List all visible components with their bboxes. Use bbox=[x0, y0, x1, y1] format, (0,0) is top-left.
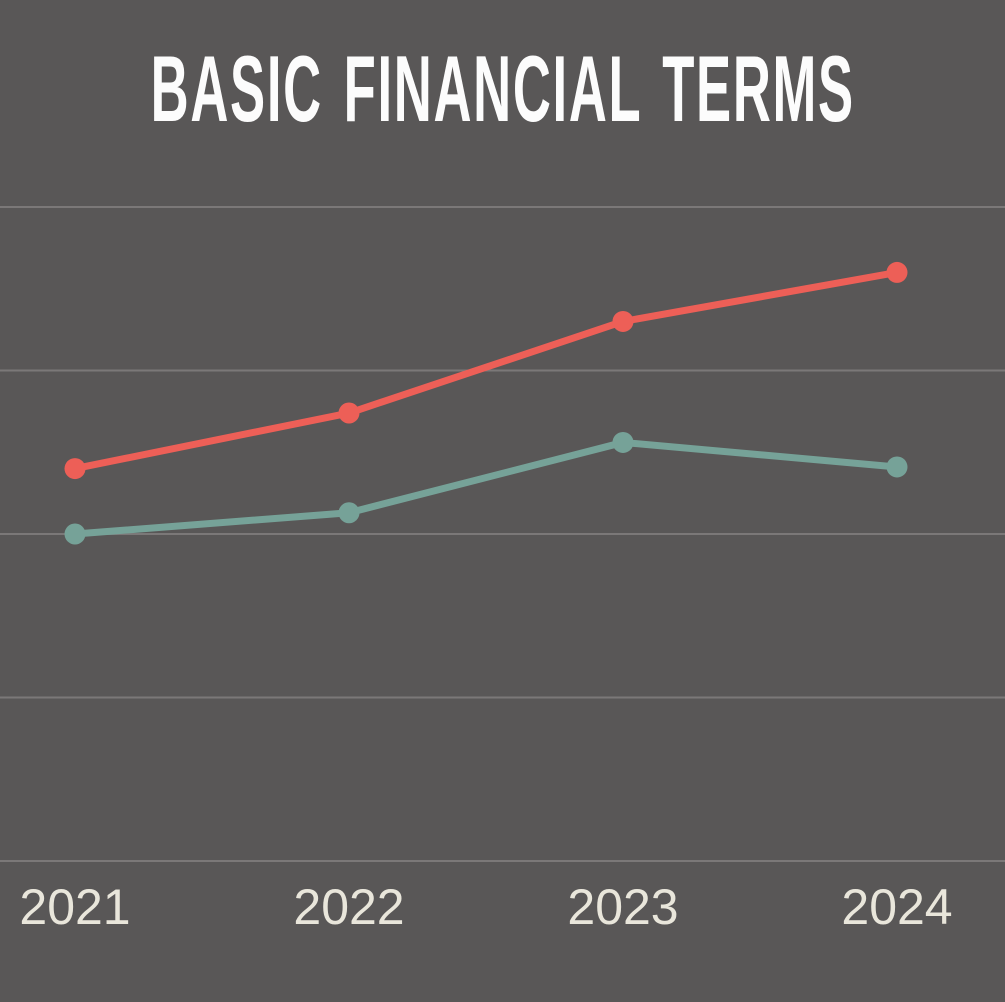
teal-line-data-point bbox=[612, 431, 634, 453]
x-tick-label: 2024 bbox=[841, 879, 953, 935]
red-line-series bbox=[71, 268, 901, 473]
teal-line-data-point bbox=[886, 456, 908, 478]
x-tick-label: 2022 bbox=[293, 879, 405, 935]
x-axis-labels: 2021 2022 2023 2024 bbox=[0, 878, 1005, 948]
teal-line-data-point bbox=[64, 523, 86, 545]
red-line-data-point bbox=[612, 310, 634, 332]
red-line-data-point bbox=[886, 261, 908, 283]
x-tick-label: 2021 bbox=[19, 879, 131, 935]
red-line-data-point bbox=[64, 458, 86, 480]
teal-line-data-point bbox=[338, 502, 360, 524]
teal-line-series bbox=[71, 438, 901, 538]
red-line-data-point bbox=[338, 402, 360, 424]
x-tick-label: 2023 bbox=[567, 879, 679, 935]
